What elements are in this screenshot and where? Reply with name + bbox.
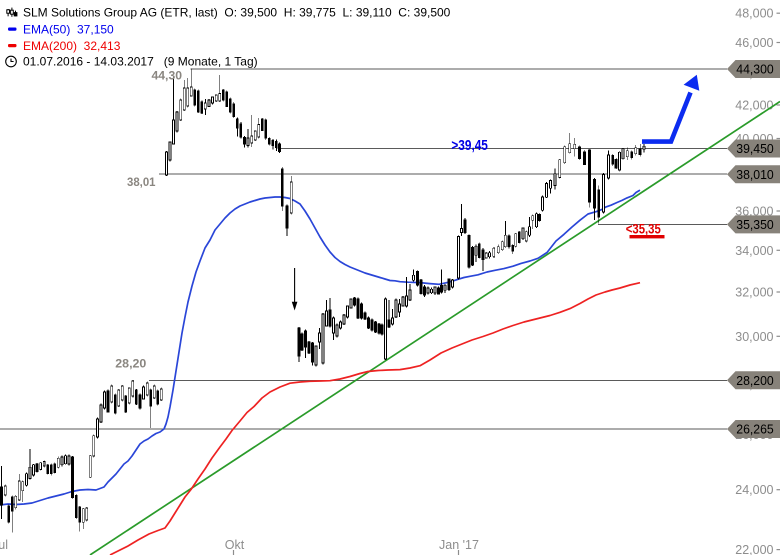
svg-text:34,000: 34,000 <box>735 244 773 258</box>
svg-text:28,200: 28,200 <box>736 374 774 388</box>
svg-text:44,300: 44,300 <box>736 63 774 77</box>
svg-text:Jan '17: Jan '17 <box>439 538 479 552</box>
svg-text:EMA(200) 32,413: EMA(200) 32,413 <box>23 39 121 53</box>
svg-text:<35,35: <35,35 <box>626 222 661 237</box>
svg-text:SLM Solutions Group AG (ETR, l: SLM Solutions Group AG (ETR, last) O: 39… <box>23 6 451 20</box>
svg-text:01.07.2016 - 14.03.2017 (9 M: 01.07.2016 - 14.03.2017 (9 Monate, 1 Tag… <box>23 55 258 69</box>
svg-text:36,000: 36,000 <box>735 205 773 219</box>
svg-text:32,000: 32,000 <box>735 286 773 300</box>
svg-text:38,01: 38,01 <box>127 176 156 189</box>
svg-text:42,000: 42,000 <box>735 99 773 113</box>
svg-text:26,265: 26,265 <box>736 423 774 437</box>
svg-text:48,000: 48,000 <box>735 7 773 21</box>
svg-text:EMA(50) 37,150: EMA(50) 37,150 <box>23 23 114 37</box>
svg-text:22,000: 22,000 <box>735 543 773 555</box>
svg-text:Jul: Jul <box>0 538 8 552</box>
svg-text:38,010: 38,010 <box>736 168 774 182</box>
svg-text:>39,45: >39,45 <box>451 138 488 154</box>
svg-text:28,20: 28,20 <box>115 357 147 370</box>
svg-text:35,350: 35,350 <box>736 218 774 232</box>
svg-text:24,000: 24,000 <box>735 483 773 497</box>
svg-text:Okt: Okt <box>225 538 245 552</box>
svg-text:46,000: 46,000 <box>735 36 773 50</box>
svg-text:39,450: 39,450 <box>736 142 774 156</box>
svg-text:30,000: 30,000 <box>735 330 773 344</box>
svg-text:44,30: 44,30 <box>152 70 183 83</box>
